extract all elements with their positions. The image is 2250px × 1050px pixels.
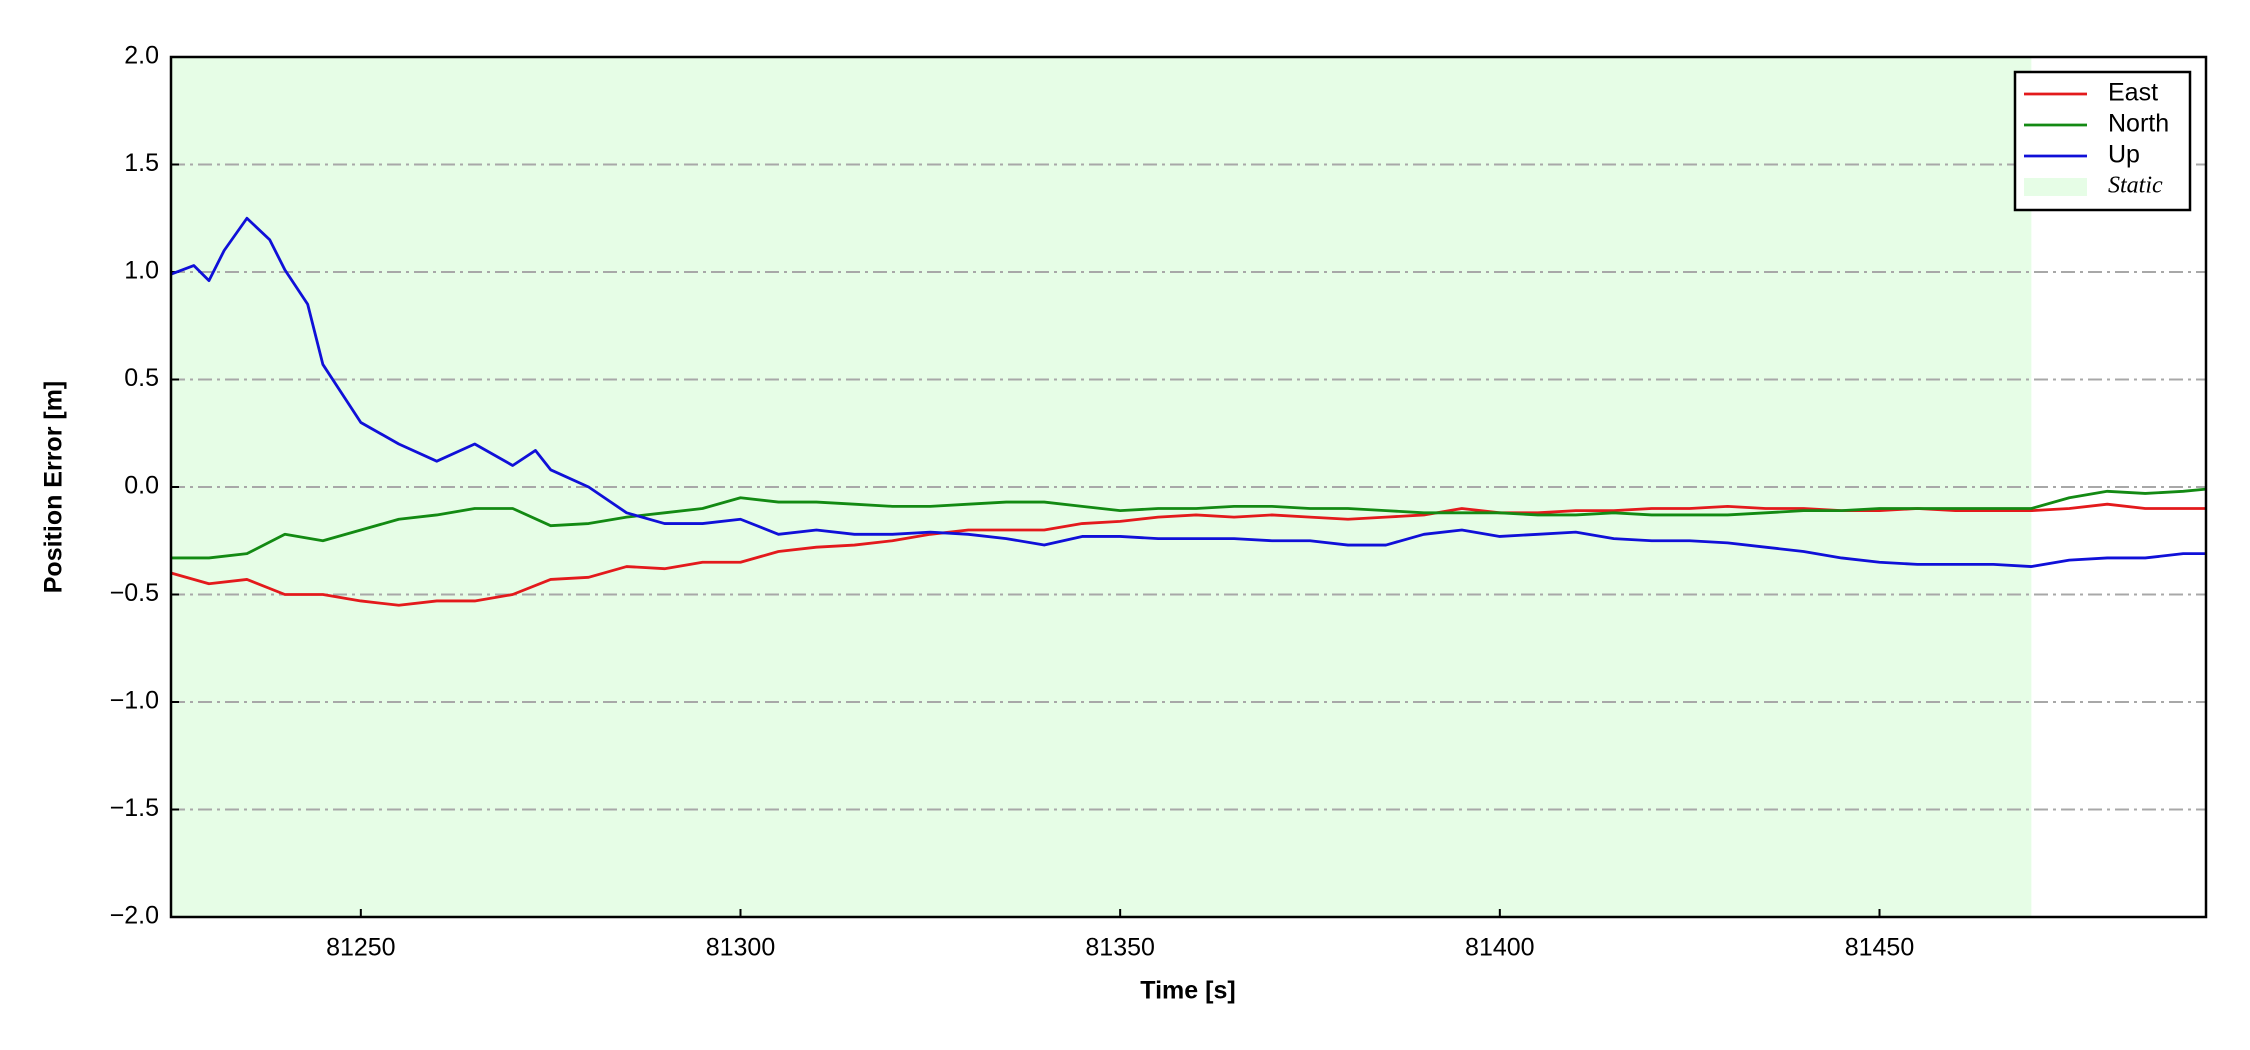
- legend: East North Up Static: [2013, 70, 2192, 212]
- x-tick-label: 81400: [1465, 934, 1535, 962]
- y-tick-label: −0.5: [110, 579, 159, 607]
- x-tick-label: 81450: [1845, 934, 1915, 962]
- y-tick-label: −1.5: [110, 794, 159, 822]
- plot-frame: [169, 55, 2208, 919]
- legend-label: East: [2108, 79, 2158, 107]
- x-axis-label: Time [s]: [1140, 977, 1235, 1005]
- y-axis-label: Position Error [m]: [40, 381, 68, 594]
- x-tick-label: 81250: [326, 934, 396, 962]
- legend-label: North: [2108, 110, 2169, 138]
- series-line: [170, 502, 2206, 607]
- y-tick-label: −1.0: [110, 687, 159, 715]
- series-line: [171, 487, 2207, 560]
- x-tick-label: 81350: [1085, 934, 1155, 962]
- legend-swatch: [2024, 178, 2087, 196]
- y-tick-label: 1.0: [124, 257, 159, 285]
- y-tick-label: 0.5: [124, 364, 159, 392]
- y-tick-label: −2.0: [110, 902, 159, 930]
- legend-label: Up: [2108, 141, 2140, 169]
- x-tick-label: 81300: [706, 934, 776, 962]
- y-tick-label: 2.0: [124, 42, 159, 70]
- y-tick-label: 1.5: [124, 149, 159, 177]
- series-line: [170, 216, 2206, 568]
- legend-label: Static: [2108, 173, 2163, 199]
- y-tick-label: 0.0: [124, 472, 159, 500]
